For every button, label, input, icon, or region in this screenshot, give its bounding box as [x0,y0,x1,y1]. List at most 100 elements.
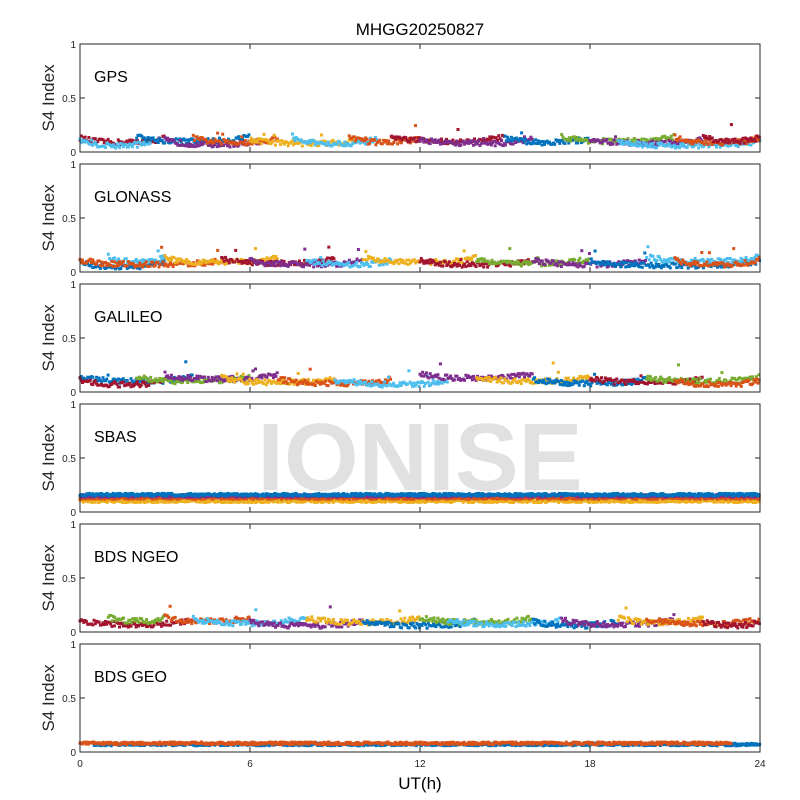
data-point [396,258,400,262]
data-point [135,266,139,270]
data-point [575,262,579,265]
data-point [668,136,672,140]
data-point [517,139,521,143]
data-point [533,376,537,380]
data-point [470,378,474,382]
data-point [752,137,756,141]
data-point [219,142,223,146]
data-point [487,138,491,142]
data-point [530,372,534,376]
data-point [367,382,371,386]
data-point [466,256,470,260]
data-point [254,381,258,385]
data-point [222,138,226,142]
data-point [262,382,266,385]
data-point [295,500,299,504]
data-point [79,134,83,138]
data-point [277,381,281,385]
data-point [528,374,532,378]
data-point [626,382,630,386]
data-point [276,500,280,504]
data-point [434,500,438,504]
data-point [531,139,535,143]
data-point [394,137,397,141]
data-point [409,261,412,265]
data-point [676,139,680,143]
data-point [463,262,467,266]
data-point [459,143,463,147]
data-point [543,142,546,146]
data-point [525,142,529,146]
data-point [110,259,114,263]
data-point [132,262,135,266]
data-point [252,138,256,142]
data-point [141,139,144,143]
data-point [407,369,411,373]
data-point [470,257,474,261]
data-point [436,140,440,144]
data-point [540,380,544,384]
data-point [137,383,141,387]
data-point [300,144,304,148]
data-point [624,265,628,269]
data-point [484,141,488,145]
data-point [366,262,370,266]
data-point [416,380,420,384]
data-point [413,384,417,388]
data-point [349,261,353,265]
data-point [748,262,752,265]
data-point [579,264,582,268]
data-point [641,137,645,141]
data-point [377,257,381,261]
data-point [582,384,586,388]
data-point [222,144,226,147]
data-point [541,140,545,143]
data-point [702,144,706,148]
data-point [421,381,425,384]
data-point [702,380,706,384]
data-point [363,139,366,143]
data-point [656,141,660,145]
data-point [535,142,539,145]
data-point [757,139,761,143]
data-point [91,383,95,387]
data-point [319,262,323,266]
data-point [545,139,549,143]
data-point [427,261,431,265]
data-point [436,500,440,504]
data-point [605,138,609,142]
data-point [247,133,251,137]
data-point [498,142,502,146]
data-point [138,261,142,265]
data-point [492,139,496,143]
data-point [605,260,609,264]
data-point [108,256,112,260]
data-point [181,262,185,266]
data-point [148,264,152,268]
data-point [666,257,670,261]
data-point [273,373,277,376]
data-point [721,264,725,268]
data-point [327,245,331,249]
data-point [194,377,198,380]
data-point [567,381,571,385]
data-point [434,382,438,386]
data-point [91,258,95,262]
data-point [353,263,357,267]
data-point [385,384,389,388]
data-point [638,265,642,269]
data-point [192,261,195,265]
data-point [743,139,747,143]
data-point [625,261,629,265]
data-point [285,381,289,385]
data-point [723,265,727,269]
data-point [524,261,528,265]
data-point [685,138,688,142]
data-point [533,260,537,264]
data-point [169,260,172,264]
data-point [324,379,327,383]
data-point [618,140,622,143]
